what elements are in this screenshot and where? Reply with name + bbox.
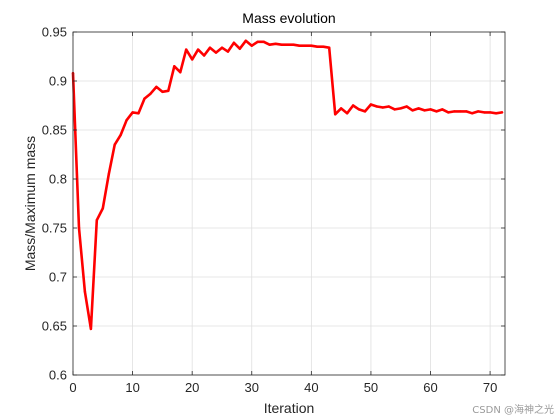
data-point: [488, 111, 492, 114]
data-point: [357, 108, 361, 111]
data-point: [441, 108, 444, 111]
data-point: [250, 44, 253, 47]
data-point: [196, 48, 200, 51]
data-point: [179, 71, 182, 74]
y-tick-label: 0.65: [42, 319, 67, 334]
x-axis-title: Iteration: [264, 400, 315, 416]
data-point: [143, 97, 146, 100]
data-point: [322, 45, 325, 48]
data-point: [226, 50, 230, 53]
grid-layer: [72, 31, 505, 376]
x-tick-label: 70: [483, 380, 497, 395]
plot-frame: [72, 31, 506, 376]
y-tick-label: 0.75: [42, 221, 67, 236]
data-point: [89, 327, 93, 331]
data-point: [292, 43, 295, 46]
watermark-text: CSDN @海神之光: [472, 405, 554, 416]
data-point: [405, 105, 408, 108]
data-point: [334, 113, 337, 116]
data-point: [280, 43, 283, 46]
data-point: [286, 43, 289, 46]
data-point: [345, 112, 349, 115]
data-point: [185, 48, 188, 51]
data-point: [107, 172, 111, 176]
data-point: [381, 106, 384, 109]
y-tick-label: 0.9: [49, 74, 67, 89]
data-point: [387, 105, 390, 108]
x-tick-label: 60: [423, 380, 437, 395]
data-point: [113, 143, 116, 146]
data-point: [244, 39, 247, 42]
data-point: [477, 110, 480, 113]
data-point: [268, 43, 271, 46]
data-point: [339, 107, 343, 110]
data-point: [83, 290, 87, 293]
data-point: [101, 207, 105, 210]
data-point: [137, 112, 140, 115]
data-point: [125, 119, 128, 122]
data-point: [95, 219, 99, 222]
data-point: [173, 65, 176, 68]
data-point: [328, 46, 331, 49]
data-point: [238, 47, 241, 50]
data-point: [375, 105, 379, 108]
x-tick-label: 30: [245, 380, 259, 395]
data-point: [411, 109, 414, 112]
y-tick-label: 0.8: [49, 172, 67, 187]
data-point: [149, 92, 152, 95]
data-point: [262, 40, 265, 43]
data-point: [417, 107, 420, 110]
data-point: [363, 110, 367, 113]
data-point: [351, 104, 355, 107]
data-point: [494, 112, 498, 115]
data-point: [202, 54, 206, 57]
y-tick-label: 0.7: [49, 270, 67, 285]
data-point: [161, 90, 164, 94]
data-point: [119, 133, 122, 137]
chart-title: Mass evolution: [242, 10, 335, 26]
data-point: [298, 44, 301, 47]
data-point: [214, 51, 218, 54]
y-tick-label: 0.85: [42, 123, 67, 138]
y-axis-title: Mass/Maximum mass: [22, 136, 38, 271]
data-point: [423, 109, 426, 112]
y-tick-label: 0.6: [49, 368, 67, 383]
data-point: [393, 108, 396, 111]
data-point: [274, 42, 277, 45]
data-point: [316, 45, 319, 48]
x-tick-label: 50: [364, 380, 378, 395]
x-tick-label: 40: [304, 380, 318, 395]
data-point: [482, 111, 486, 114]
series-layer: [71, 39, 504, 331]
data-point: [471, 112, 474, 115]
data-point: [459, 110, 462, 113]
data-point: [208, 46, 212, 49]
data-point: [191, 58, 194, 61]
data-point: [399, 107, 402, 110]
plot-background: [73, 32, 505, 375]
data-point: [447, 111, 450, 114]
data-point: [465, 110, 468, 113]
x-tick-label: 20: [185, 380, 199, 395]
data-point: [256, 40, 259, 43]
x-tick-label: 10: [125, 380, 139, 395]
data-point: [453, 110, 456, 113]
x-tick-label: 0: [69, 380, 76, 395]
data-point: [220, 46, 224, 49]
data-point: [435, 110, 438, 113]
data-point: [167, 89, 170, 93]
tick-layer: 0 10 20 30 40 50 60 70 0.6 0.65 0.7 0.75 0.8 0.85 0.9 0…: [42, 25, 505, 395]
data-point: [310, 44, 313, 47]
data-point: [131, 111, 134, 114]
data-point: [304, 44, 307, 47]
data-point: [500, 111, 504, 114]
data-point: [429, 108, 432, 111]
y-tick-label: 0.95: [42, 25, 67, 40]
data-point: [232, 41, 236, 44]
data-point: [77, 226, 81, 230]
data-point: [369, 103, 373, 106]
data-point: [155, 85, 158, 89]
